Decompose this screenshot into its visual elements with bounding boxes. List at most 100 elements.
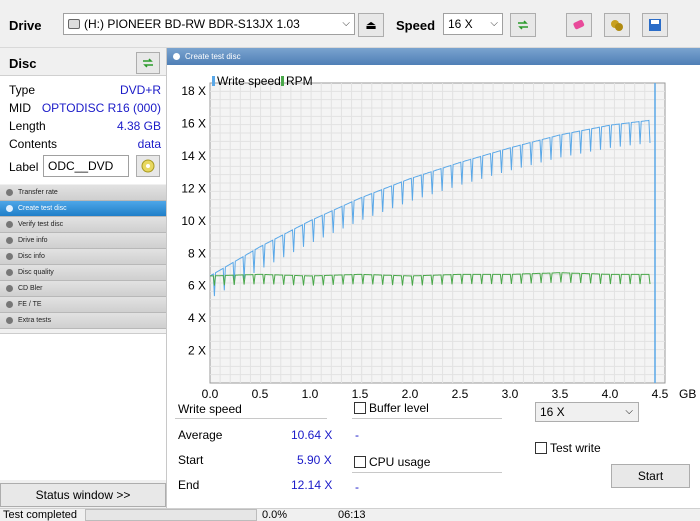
disc-row-length: Length 4.38 GB (9, 119, 161, 133)
end-label: End (178, 478, 200, 492)
label-field[interactable]: ODC__DVD (43, 155, 129, 177)
cpu-value: - (355, 480, 359, 494)
buffer-level-checkbox[interactable] (354, 402, 366, 414)
nav-icon (6, 221, 13, 228)
eraser-icon (573, 19, 585, 30)
divider (175, 418, 327, 419)
test-write-label: Test write (550, 441, 601, 455)
disc-header: Disc (0, 48, 166, 76)
chevron-down-icon: ⌵ (490, 18, 498, 29)
speed-label: Speed (396, 18, 436, 33)
cpu-usage-checkbox[interactable] (354, 456, 366, 468)
test-write-checkbox[interactable] (535, 442, 547, 454)
speed-select[interactable]: 16 X ⌵ (443, 13, 503, 35)
elapsed-time: 06:13 (338, 509, 366, 521)
nav-item-disc-quality[interactable]: Disc quality (0, 265, 166, 281)
nav-icon (6, 301, 13, 308)
nav-item-drive-info[interactable]: Drive info (0, 233, 166, 249)
y-tick-label: 18 X (181, 84, 206, 98)
x-tick-label: 2.5 (452, 387, 469, 399)
legend-label: Write speed (217, 74, 281, 88)
stats-panel: Write speed Average 10.64 X Start 5.90 X… (167, 399, 700, 508)
refresh-arrows-icon (143, 58, 153, 68)
y-tick-label: 14 X (181, 149, 206, 163)
eject-icon: ⏏ (365, 18, 377, 32)
drive-label: Drive (9, 18, 42, 33)
divider (352, 418, 502, 419)
legend-swatch (281, 76, 284, 86)
write-speed-select[interactable]: 16 X ⌵ (535, 402, 639, 422)
y-tick-label: 4 X (188, 311, 206, 325)
y-tick-label: 16 X (181, 117, 206, 131)
start-value: 5.90 X (297, 453, 332, 467)
nav-icon (6, 253, 13, 260)
disc-title: Disc (9, 56, 37, 71)
divider (352, 472, 502, 473)
disc-refresh-button[interactable] (136, 52, 160, 74)
chart-svg: 2 X 4 X 6 X 8 X 10 X 12 X 14 X 16 X 18 X 0.0 0.5 1.… (181, 74, 696, 399)
write-speed-line (209, 119, 651, 297)
x-axis-label: GB (679, 387, 696, 399)
nav-item-create-test-disc[interactable]: Create test disc (0, 201, 166, 217)
nav-empty-area (0, 333, 166, 480)
y-tick-label: 8 X (188, 246, 206, 260)
write-speed-option: 16 X (540, 405, 565, 419)
disc-stack-icon (611, 20, 623, 31)
end-value: 12.14 X (291, 478, 333, 492)
start-button[interactable]: Start (611, 464, 690, 488)
drive-select[interactable]: (H:) PIONEER BD-RW BDR-S13JX 1.03 ⌵ (63, 13, 355, 35)
x-tick-label: 3.0 (502, 387, 519, 399)
write-speed-chart: 2 X 4 X 6 X 8 X 10 X 12 X 14 X 16 X 18 X 0.0 0.5 1.… (167, 65, 700, 399)
chevron-down-icon: ⌵ (625, 406, 633, 417)
status-window-button[interactable]: Status window >> (0, 483, 166, 507)
disc-row-mid: MID OPTODISC R16 (000) (9, 101, 161, 115)
disc-row-type: Type DVD+R (9, 83, 161, 97)
floppy-icon (649, 19, 661, 31)
nav-item-extra-tests[interactable]: Extra tests (0, 313, 166, 329)
nav-icon (6, 189, 13, 196)
y-tick-label: 12 X (181, 181, 206, 195)
label-caption: Label (9, 160, 39, 174)
nav-item-cd-bler[interactable]: CD Bler (0, 281, 166, 297)
nav-item-transfer-rate[interactable]: Transfer rate (0, 185, 166, 201)
nav-item-verify-test-disc[interactable]: Verify test disc (0, 217, 166, 233)
nav-list: Transfer rate Create test disc Verify te… (0, 185, 166, 329)
status-bar: Test completed 0.0% 06:13 (0, 508, 700, 521)
save-button[interactable] (642, 13, 668, 37)
disc-icon (141, 159, 155, 173)
drive-icon (68, 19, 80, 29)
rpm-line (209, 272, 651, 286)
nav-icon (6, 317, 13, 324)
x-tick-label: 4.5 (652, 387, 669, 399)
nav-item-disc-info[interactable]: Disc info (0, 249, 166, 265)
erase-button[interactable] (566, 13, 592, 37)
progress-bar (85, 509, 257, 521)
x-tick-label: 4.0 (602, 387, 619, 399)
save-screenshot-button[interactable] (604, 13, 630, 37)
drive-value: (H:) PIONEER BD-RW BDR-S13JX 1.03 (84, 17, 300, 31)
legend-label: RPM (286, 74, 313, 88)
eject-button[interactable]: ⏏ (358, 13, 384, 37)
nav-item-fe-te[interactable]: FE / TE (0, 297, 166, 313)
window-header: Create test disc (167, 48, 700, 65)
nav-icon (6, 269, 13, 276)
write-speed-heading: Write speed (178, 402, 242, 416)
label-apply-button[interactable] (136, 155, 160, 177)
x-tick-label: 0.5 (252, 387, 269, 399)
average-value: 10.64 X (291, 428, 333, 442)
x-tick-label: 3.5 (552, 387, 569, 399)
refresh-speed-button[interactable] (510, 13, 536, 37)
top-toolbar: Drive (H:) PIONEER BD-RW BDR-S13JX 1.03 … (0, 0, 700, 48)
disc-row-contents: Contents data (9, 137, 161, 151)
chevron-down-icon: ⌵ (342, 18, 350, 29)
nav-icon (6, 285, 13, 292)
speed-value: 16 X (448, 17, 473, 31)
y-tick-label: 2 X (188, 344, 206, 358)
x-tick-label: 0.0 (202, 387, 219, 399)
legend-swatch (212, 76, 215, 86)
x-tick-label: 1.0 (302, 387, 319, 399)
left-panel: Disc Type DVD+R MID OPTODISC R16 (000) L… (0, 48, 166, 508)
x-tick-label: 1.5 (352, 387, 369, 399)
status-text: Test completed (3, 509, 77, 521)
nav-icon (6, 205, 13, 212)
